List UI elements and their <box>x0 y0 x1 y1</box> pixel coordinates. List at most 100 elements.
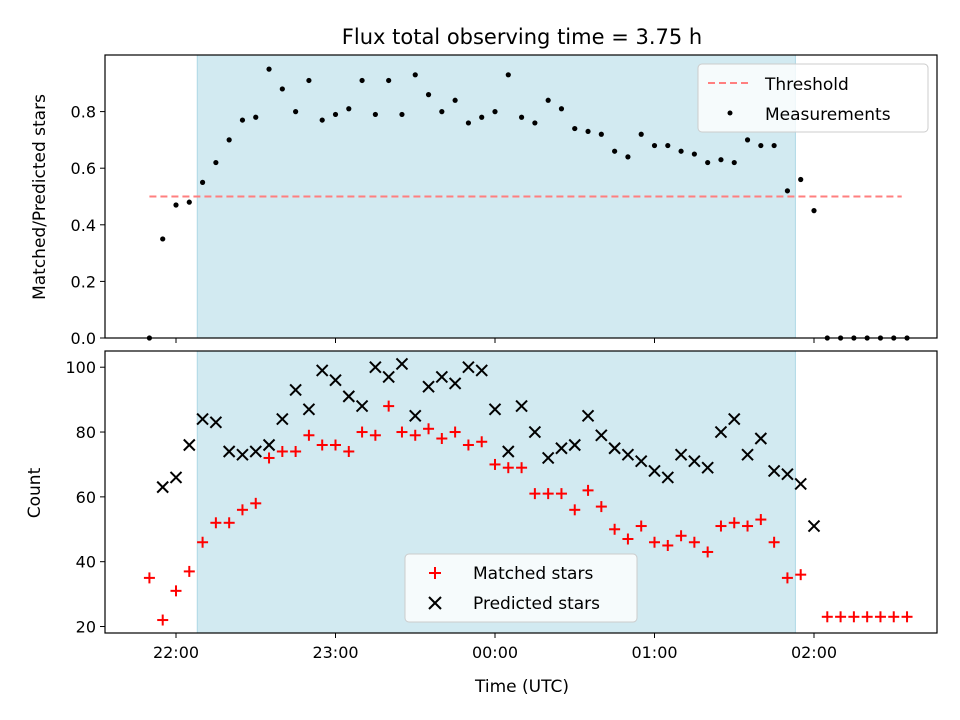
predicted-star-stroke-b <box>369 360 382 374</box>
predicted-star-stroke-b <box>741 448 754 461</box>
threshold-legend-label: Threshold <box>764 75 849 95</box>
count-panel: Count Time (UTC) 20 40 60 80 100 22:00 23:00 00… <box>25 350 938 697</box>
predicted-star-point <box>728 412 741 426</box>
predicted-star-stroke-b <box>196 412 209 426</box>
measurement-point <box>425 92 432 98</box>
predicted-star-stroke-b <box>382 370 395 384</box>
predicted-star-stroke-b <box>289 383 302 397</box>
predicted-star-stroke-b <box>422 380 435 393</box>
measurement-point <box>372 111 378 118</box>
predicted-star-stroke-b <box>528 425 542 439</box>
predicted-star-stroke-b <box>807 519 821 533</box>
predicted-star-point <box>648 464 661 478</box>
predicted-star-stroke-b <box>581 409 595 423</box>
predicted-star-point <box>289 383 302 397</box>
predicted-star-stroke-b <box>355 399 369 413</box>
y-tick-label: 100 <box>65 358 96 377</box>
predicted-star-point <box>621 448 635 461</box>
bottom-legend: Matched stars Predicted stars <box>404 553 638 623</box>
matched-star-point <box>263 452 275 464</box>
matched-star-point <box>143 572 155 584</box>
matched-star-point <box>383 400 395 412</box>
matched-star-point <box>170 585 182 597</box>
x-tick-label: 23:00 <box>312 643 358 662</box>
measurement-point <box>266 66 272 72</box>
predicted-star-stroke-b <box>541 451 555 465</box>
predicted-star-point <box>608 442 621 455</box>
y-tick-label: 0.4 <box>71 216 96 235</box>
measurement-point <box>665 142 671 149</box>
predicted-star-point <box>661 471 674 484</box>
top-ylabel: Matched/Predicted stars <box>30 94 50 300</box>
measurement-point <box>638 131 644 137</box>
measurement-point <box>572 125 578 132</box>
matched-star-point <box>369 429 381 441</box>
matched-star-point <box>356 426 368 438</box>
predicted-star-point <box>316 364 329 377</box>
matched-star-point <box>742 520 754 532</box>
predicted-star-stroke-b <box>555 442 568 455</box>
matched-star-point <box>330 439 341 451</box>
predicted-star-point <box>475 364 488 377</box>
matched-star-point <box>861 611 873 623</box>
measurement-point <box>598 131 604 137</box>
predicted-star-point <box>222 445 236 458</box>
matched-star-point <box>423 423 435 435</box>
matched-star-point <box>502 462 514 474</box>
predicted-star-point <box>249 445 262 458</box>
predicted-star-point <box>595 429 608 442</box>
matched-star-point <box>449 426 461 438</box>
predicted-star-point <box>209 416 223 429</box>
matched-star-point <box>157 614 169 626</box>
measurement-point <box>651 142 658 149</box>
measurement-point <box>386 77 392 84</box>
predicted-star-stroke-b <box>648 464 661 478</box>
matched-star-point <box>781 572 793 584</box>
measurement-point <box>439 109 445 115</box>
predicted-legend-swatch <box>428 596 442 610</box>
predicted-star-stroke-b <box>568 438 581 452</box>
predicted-star-point <box>395 357 409 371</box>
predicted-star-stroke-b <box>395 357 409 371</box>
measurement-point <box>545 97 551 103</box>
matched-star-point <box>821 611 833 623</box>
measurement-point <box>691 151 697 157</box>
y-tick-label: 0.0 <box>71 329 96 348</box>
predicted-star-stroke-b <box>754 432 768 445</box>
matched-star-point <box>197 536 209 548</box>
top-legend-box <box>697 63 929 133</box>
measurement-point <box>744 137 751 143</box>
x-tick-label: 02:00 <box>791 643 837 662</box>
predicted-star-stroke-b <box>688 454 701 468</box>
matched-star-point <box>290 445 302 457</box>
measurement-point <box>479 114 485 120</box>
predicted-star-stroke-b <box>435 370 449 384</box>
measurement-point <box>412 72 418 78</box>
predicted-star-point <box>169 471 183 484</box>
predicted-star-point <box>502 445 515 458</box>
measurement-point <box>279 86 285 92</box>
measurement-point <box>173 202 179 208</box>
predicted-star-point <box>581 409 595 423</box>
predicted-star-point <box>528 425 542 439</box>
matched-star-point <box>595 501 607 513</box>
measurement-point <box>558 106 565 112</box>
matched-star-point <box>555 488 567 500</box>
matched-star-point <box>210 517 222 529</box>
measurement-point <box>199 179 206 185</box>
measurement-point <box>213 159 219 166</box>
matched-star-point <box>436 433 448 445</box>
ratio-panel: Flux total observing time = 3.75 h Match… <box>30 25 938 348</box>
predicted-star-stroke-b <box>661 471 674 484</box>
predicted-star-point <box>462 360 475 374</box>
predicted-star-stroke-b <box>488 403 502 416</box>
matched-star-point <box>250 497 262 509</box>
matched-star-point <box>569 504 581 516</box>
predicted-star-point <box>688 454 701 468</box>
predicted-star-stroke-b <box>714 425 728 439</box>
measurement-point <box>186 199 192 205</box>
predicted-star-point <box>794 477 807 491</box>
predicted-star-stroke-b <box>767 464 781 478</box>
predicted-star-point <box>807 519 821 533</box>
